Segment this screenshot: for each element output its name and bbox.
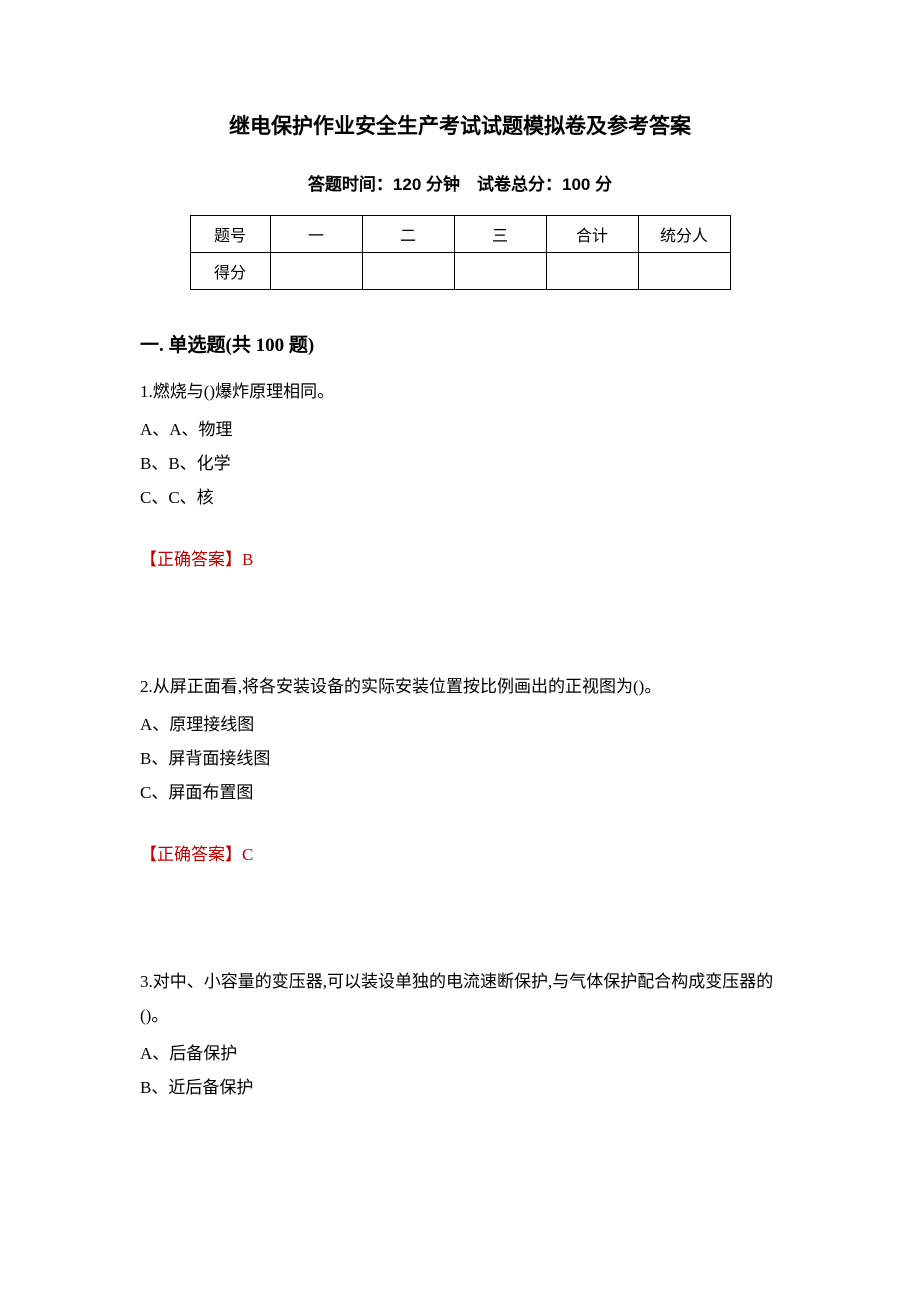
question-3: 3.对中、小容量的变压器,可以装设单独的电流速断保护,与气体保护配合构成变压器的… (140, 965, 780, 1105)
score-cell (454, 253, 546, 290)
col-header-4: 合计 (546, 216, 638, 253)
col-header-2: 二 (362, 216, 454, 253)
table-row: 题号 一 二 三 合计 统分人 (190, 216, 730, 253)
question-text: 2.从屏正面看,将各安装设备的实际安装位置按比例画出的正视图为()。 (140, 670, 780, 704)
question-text: 1.燃烧与()爆炸原理相同。 (140, 375, 780, 409)
question-body: 从屏正面看,将各安装设备的实际安装位置按比例画出的正视图为()。 (153, 677, 662, 696)
option-b: B、屏背面接线图 (140, 742, 780, 776)
question-number: 2. (140, 677, 153, 696)
option-a: A、A、物理 (140, 413, 780, 447)
option-a: A、后备保护 (140, 1037, 780, 1071)
answer-label: 【正确答案】 (140, 550, 242, 569)
answer-value: B (242, 550, 253, 569)
question-body: 燃烧与()爆炸原理相同。 (153, 382, 334, 401)
answer-line: 【正确答案】C (140, 840, 780, 865)
question-body: 对中、小容量的变压器,可以装设单独的电流速断保护,与气体保护配合构成变压器的()… (140, 972, 773, 1025)
question-number: 3. (140, 972, 153, 991)
answer-line: 【正确答案】B (140, 545, 780, 570)
score-table: 题号 一 二 三 合计 统分人 得分 (190, 215, 731, 290)
col-header-0: 题号 (190, 216, 270, 253)
question-text: 3.对中、小容量的变压器,可以装设单独的电流速断保护,与气体保护配合构成变压器的… (140, 965, 780, 1033)
option-b: B、B、化学 (140, 447, 780, 481)
option-c: C、屏面布置图 (140, 776, 780, 810)
score-cell (362, 253, 454, 290)
score-cell (270, 253, 362, 290)
col-header-1: 一 (270, 216, 362, 253)
answer-value: C (242, 845, 253, 864)
score-cell (546, 253, 638, 290)
col-header-5: 统分人 (638, 216, 730, 253)
question-number: 1. (140, 382, 153, 401)
exam-subtitle: 答题时间：120 分钟 试卷总分：100 分 (140, 170, 780, 195)
exam-title: 继电保护作业安全生产考试试题模拟卷及参考答案 (140, 110, 780, 140)
section-header: 一. 单选题(共 100 题) (140, 330, 780, 357)
option-b: B、近后备保护 (140, 1071, 780, 1105)
answer-label: 【正确答案】 (140, 845, 242, 864)
question-1: 1.燃烧与()爆炸原理相同。 A、A、物理 B、B、化学 C、C、核 【正确答案… (140, 375, 780, 570)
question-2: 2.从屏正面看,将各安装设备的实际安装位置按比例画出的正视图为()。 A、原理接… (140, 670, 780, 865)
table-row: 得分 (190, 253, 730, 290)
option-a: A、原理接线图 (140, 708, 780, 742)
option-c: C、C、核 (140, 481, 780, 515)
score-cell (638, 253, 730, 290)
row-label: 得分 (190, 253, 270, 290)
col-header-3: 三 (454, 216, 546, 253)
